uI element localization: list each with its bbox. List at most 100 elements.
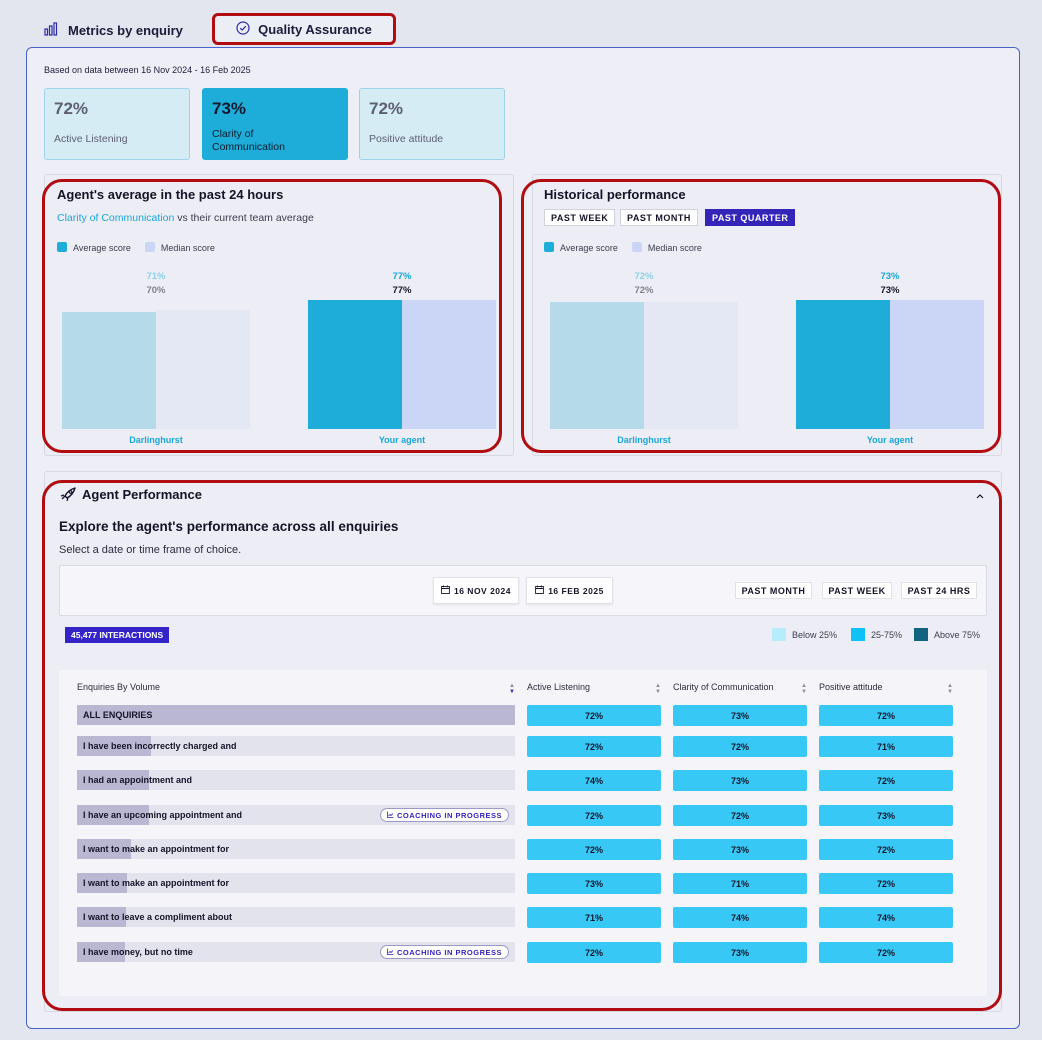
- enquiry-name: I want to make an appointment for: [83, 878, 230, 888]
- past-week-range-button[interactable]: PAST WEEK: [822, 582, 892, 599]
- score-cell[interactable]: 73%: [527, 873, 661, 894]
- volume-bar: [77, 736, 151, 756]
- volume-bar: [77, 907, 126, 927]
- score-cell[interactable]: 71%: [527, 907, 661, 928]
- volume-bar: [77, 770, 149, 790]
- tab-label: Metrics by enquiry: [68, 22, 183, 38]
- score-cell[interactable]: 74%: [673, 907, 807, 928]
- check-circle-icon: [236, 20, 250, 38]
- sort-icon[interactable]: ▲ ▼: [801, 683, 807, 695]
- score-cell[interactable]: 72%: [819, 770, 953, 791]
- bar-average-agent: [308, 300, 402, 429]
- column-header-enquiries[interactable]: Enquiries By Volume: [77, 682, 161, 692]
- score-cell[interactable]: 73%: [673, 705, 807, 726]
- kpi-value: 72%: [369, 99, 404, 118]
- panel-title: Historical performance: [544, 187, 686, 202]
- legend-average: Average score: [544, 242, 618, 253]
- enquiry-name: I had an appointment and: [83, 775, 193, 785]
- score-cell[interactable]: 72%: [673, 736, 807, 757]
- score-cell[interactable]: 72%: [819, 839, 953, 860]
- average-value-label: 73%: [880, 285, 900, 296]
- bar-median-team: [156, 310, 250, 429]
- tab-quality-assurance[interactable]: Quality Assurance: [212, 13, 396, 45]
- column-header-clarity[interactable]: Clarity of Communication: [673, 682, 774, 692]
- table-row[interactable]: [77, 736, 515, 756]
- interactions-badge: 45,477 INTERACTIONS: [65, 627, 170, 643]
- median-value-label: 71%: [146, 271, 166, 282]
- category-label: Darlinghurst: [617, 435, 671, 445]
- past-quarter-button[interactable]: PAST QUARTER: [705, 209, 796, 226]
- category-label: Your agent: [378, 435, 426, 445]
- enquiry-name: I have money, but no time: [83, 947, 193, 957]
- chart-legend: Average score Median score: [57, 242, 215, 253]
- date-from-button[interactable]: 16 NOV 2024: [433, 577, 519, 604]
- volume-bar: [77, 873, 127, 893]
- past-month-range-button[interactable]: PAST MONTH: [735, 582, 812, 599]
- score-cell[interactable]: 73%: [673, 839, 807, 860]
- volume-bar: [77, 705, 515, 725]
- sort-icon[interactable]: ▲ ▼: [509, 683, 515, 695]
- legend-25-75: 25-75%: [851, 628, 902, 641]
- score-cell[interactable]: 72%: [527, 839, 661, 860]
- score-cell[interactable]: 72%: [527, 942, 661, 963]
- average-value-label: 70%: [146, 285, 166, 296]
- table-row[interactable]: [77, 907, 515, 927]
- score-cell[interactable]: 72%: [819, 873, 953, 894]
- past-week-button[interactable]: PAST WEEK: [544, 209, 616, 226]
- score-cell[interactable]: 74%: [819, 907, 953, 928]
- score-cell[interactable]: 72%: [527, 805, 661, 826]
- chevron-up-icon[interactable]: [975, 488, 985, 506]
- explore-heading: Explore the agent's performance across a…: [59, 519, 399, 534]
- kpi-positive-attitude[interactable]: 72% Positive attitude: [359, 88, 505, 160]
- rocket-icon: [59, 486, 77, 507]
- legend-above-75: Above 75%: [914, 628, 980, 641]
- score-cell[interactable]: 73%: [673, 770, 807, 791]
- score-cell[interactable]: 71%: [819, 736, 953, 757]
- calendar-icon: [535, 585, 545, 596]
- score-cell[interactable]: 72%: [819, 942, 953, 963]
- kpi-active-listening[interactable]: 72% Active Listening: [44, 88, 190, 160]
- table-row[interactable]: [77, 839, 515, 859]
- table-row[interactable]: [77, 873, 515, 893]
- bar-average-agent: [796, 300, 890, 429]
- bar-median-agent: [402, 300, 496, 429]
- average-value-label: 72%: [634, 285, 654, 296]
- volume-bar: [77, 839, 131, 859]
- bar-median-agent: [890, 300, 984, 429]
- date-to-button[interactable]: 16 FEB 2025: [526, 577, 613, 604]
- median-value-label: 77%: [392, 271, 412, 282]
- sort-icon[interactable]: ▲ ▼: [947, 683, 953, 695]
- past-24-hrs-range-button[interactable]: PAST 24 HRS: [901, 582, 977, 599]
- score-cell[interactable]: 73%: [673, 942, 807, 963]
- kpi-clarity-of-communication[interactable]: 73% Clarity of Communication: [202, 88, 348, 160]
- score-cell[interactable]: 72%: [527, 736, 661, 757]
- category-label: Your agent: [866, 435, 914, 445]
- subtitle-text: vs their current team average: [177, 212, 314, 224]
- score-cell[interactable]: 72%: [673, 805, 807, 826]
- tab-metrics-by-enquiry[interactable]: Metrics by enquiry: [44, 14, 183, 46]
- score-cell[interactable]: 74%: [527, 770, 661, 791]
- score-cell[interactable]: 71%: [673, 873, 807, 894]
- enquiry-name: I want to leave a compliment about: [83, 912, 233, 922]
- legend-average: Average score: [57, 242, 131, 253]
- kpi-value: 72%: [54, 99, 89, 118]
- enquiry-name: I want to make an appointment for: [83, 844, 230, 854]
- calendar-icon: [441, 585, 450, 596]
- score-cell[interactable]: 72%: [819, 705, 953, 726]
- sort-icon[interactable]: ▲ ▼: [655, 683, 661, 695]
- select-instruction: Select a date or time frame of choice.: [59, 544, 242, 556]
- past-month-button[interactable]: PAST MONTH: [620, 209, 698, 226]
- table-row[interactable]: [77, 770, 515, 790]
- score-cell[interactable]: 73%: [819, 805, 953, 826]
- enquiry-name: I have been incorrectly charged and: [83, 741, 237, 751]
- legend-median: Median score: [144, 242, 215, 253]
- column-header-active-listening[interactable]: Active Listening: [527, 682, 591, 692]
- panel-subtitle: Clarity of Communication vs their curren…: [57, 212, 314, 224]
- legend-median: Median score: [631, 242, 702, 253]
- tab-label: Quality Assurance: [258, 21, 372, 37]
- score-cell[interactable]: 72%: [527, 705, 661, 726]
- column-header-positive-attitude[interactable]: Positive attitude: [819, 682, 883, 692]
- panel-title: Agent's average in the past 24 hours: [57, 187, 284, 202]
- category-label: Darlinghurst: [129, 435, 183, 445]
- volume-bar: [77, 805, 149, 825]
